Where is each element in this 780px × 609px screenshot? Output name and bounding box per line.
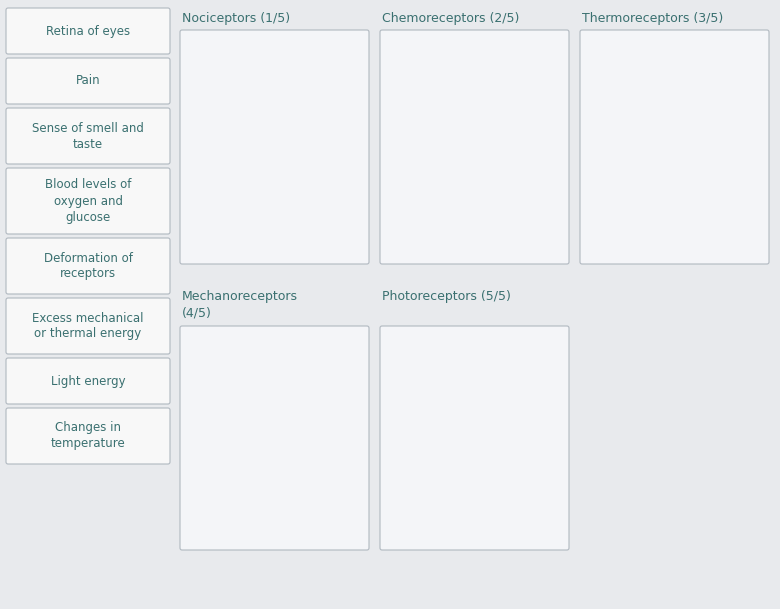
FancyBboxPatch shape: [6, 238, 170, 294]
FancyBboxPatch shape: [6, 408, 170, 464]
FancyBboxPatch shape: [6, 8, 170, 54]
FancyBboxPatch shape: [380, 326, 569, 550]
Text: Changes in
temperature: Changes in temperature: [51, 421, 126, 451]
Text: Nociceptors (1/5): Nociceptors (1/5): [182, 12, 290, 25]
Text: Blood levels of
oxygen and
glucose: Blood levels of oxygen and glucose: [44, 178, 131, 224]
FancyBboxPatch shape: [6, 168, 170, 234]
Text: Pain: Pain: [76, 74, 101, 88]
Text: Light energy: Light energy: [51, 375, 126, 387]
Text: Thermoreceptors (3/5): Thermoreceptors (3/5): [582, 12, 723, 25]
FancyBboxPatch shape: [580, 30, 769, 264]
Text: Mechanoreceptors
(4/5): Mechanoreceptors (4/5): [182, 290, 298, 319]
Text: Deformation of
receptors: Deformation of receptors: [44, 252, 133, 281]
FancyBboxPatch shape: [6, 358, 170, 404]
Text: Excess mechanical
or thermal energy: Excess mechanical or thermal energy: [32, 311, 144, 340]
FancyBboxPatch shape: [180, 326, 369, 550]
Text: Photoreceptors (5/5): Photoreceptors (5/5): [382, 290, 511, 303]
Text: Retina of eyes: Retina of eyes: [46, 24, 130, 38]
Text: Sense of smell and
taste: Sense of smell and taste: [32, 122, 144, 150]
FancyBboxPatch shape: [6, 298, 170, 354]
FancyBboxPatch shape: [380, 30, 569, 264]
FancyBboxPatch shape: [6, 108, 170, 164]
Text: Chemoreceptors (2/5): Chemoreceptors (2/5): [382, 12, 519, 25]
FancyBboxPatch shape: [180, 30, 369, 264]
FancyBboxPatch shape: [6, 58, 170, 104]
